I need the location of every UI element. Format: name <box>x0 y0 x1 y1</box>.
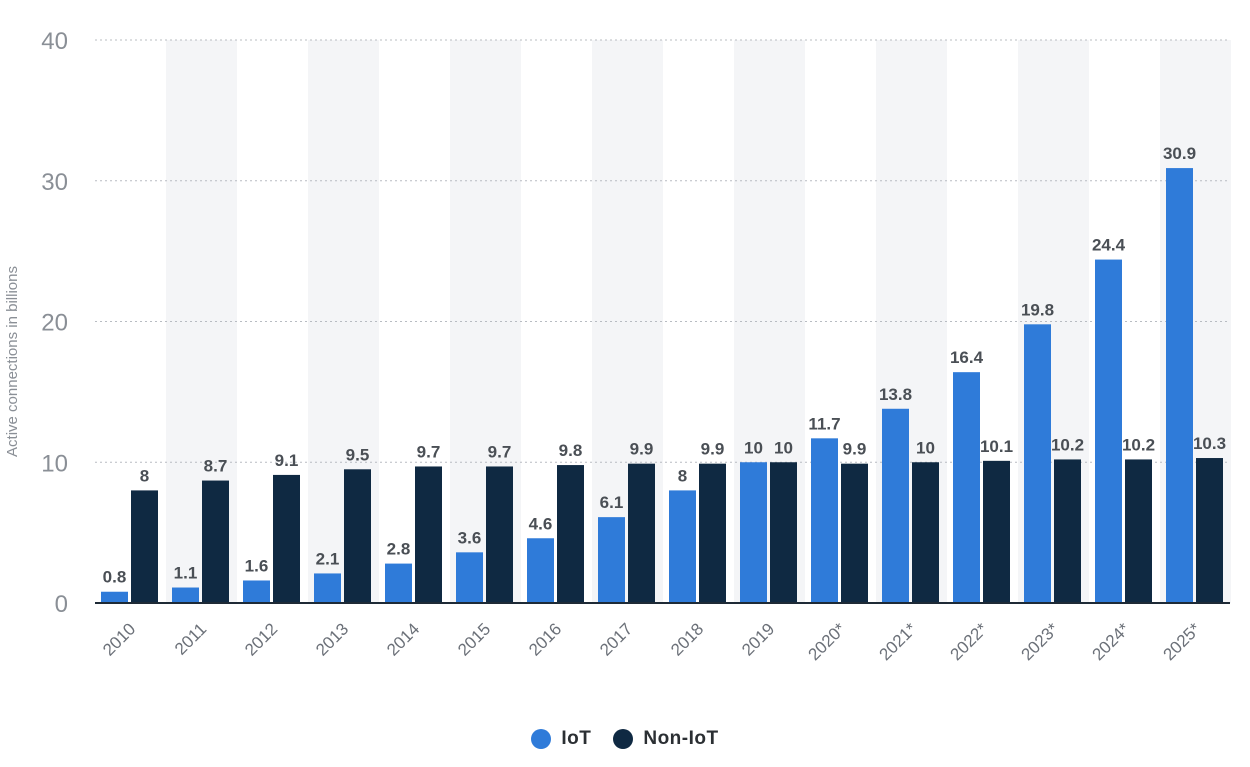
legend-item-iot[interactable]: IoT <box>531 728 591 750</box>
data-label-non-iot: 10 <box>916 438 935 457</box>
legend: IoT Non-IoT <box>0 728 1250 750</box>
data-label-non-iot: 9.5 <box>346 445 370 464</box>
data-label-non-iot: 9.9 <box>843 440 867 459</box>
data-label-non-iot: 9.9 <box>630 440 654 459</box>
bar-non-iot[interactable] <box>202 480 229 603</box>
y-axis-title: Active connections in billions <box>4 266 21 457</box>
bar-iot[interactable] <box>101 591 128 603</box>
data-label-non-iot: 10.2 <box>1051 435 1084 454</box>
bar-non-iot[interactable] <box>699 463 726 603</box>
data-label-non-iot: 10.1 <box>980 437 1013 456</box>
bar-non-iot[interactable] <box>415 466 442 603</box>
data-label-non-iot: 9.1 <box>275 451 299 470</box>
bar-iot[interactable] <box>811 438 838 603</box>
data-label-iot: 11.7 <box>808 414 840 433</box>
data-label-non-iot: 9.8 <box>559 441 583 460</box>
x-tick-label: 2018 <box>667 619 707 659</box>
bar-iot[interactable] <box>456 552 483 603</box>
bar-iot[interactable] <box>598 517 625 603</box>
data-label-non-iot: 9.7 <box>417 442 441 461</box>
data-label-iot: 30.9 <box>1163 144 1196 163</box>
bar-non-iot[interactable] <box>1196 458 1223 603</box>
y-axis-ticks: 0 10 20 30 40 <box>41 28 68 618</box>
data-label-non-iot: 9.9 <box>701 440 725 459</box>
legend-label-non-iot: Non-IoT <box>643 728 719 749</box>
bar-iot[interactable] <box>172 587 199 603</box>
bar-non-iot[interactable] <box>628 463 655 603</box>
bars <box>101 168 1223 603</box>
data-label-iot: 10 <box>744 438 763 457</box>
bar-non-iot[interactable] <box>770 462 797 603</box>
bar-non-iot[interactable] <box>983 460 1010 603</box>
bar-non-iot[interactable] <box>912 462 939 603</box>
bar-non-iot[interactable] <box>344 469 371 603</box>
bar-iot[interactable] <box>740 462 767 603</box>
x-axis-ticks: 2010 2011 2012 2013 2014 2015 2016 2017 2018 2019… <box>99 619 1204 664</box>
data-label-non-iot: 10.2 <box>1122 435 1155 454</box>
x-tick-label: 2012 <box>241 619 281 659</box>
data-label-non-iot: 10.3 <box>1193 434 1226 453</box>
y-tick-label: 10 <box>41 450 68 477</box>
bar-iot[interactable] <box>1095 259 1122 603</box>
x-tick-label: 2017 <box>596 619 636 659</box>
bar-iot[interactable] <box>1166 168 1193 603</box>
bar-iot[interactable] <box>882 408 909 603</box>
x-tick-label: 2013 <box>312 619 352 659</box>
data-label-non-iot: 8.7 <box>204 457 228 476</box>
x-tick-label: 2025* <box>1159 619 1204 664</box>
x-tick-label: 2016 <box>525 619 565 659</box>
bar-non-iot[interactable] <box>131 490 158 603</box>
x-tick-label: 2015 <box>454 619 494 659</box>
data-label-non-iot: 9.7 <box>488 442 512 461</box>
data-label-non-iot: 8 <box>140 466 149 485</box>
data-label-non-iot: 10 <box>774 438 793 457</box>
x-tick-label: 2022* <box>946 619 991 664</box>
data-label-iot: 0.8 <box>103 568 127 587</box>
x-tick-label: 2011 <box>171 619 210 658</box>
y-tick-label: 40 <box>41 28 68 55</box>
data-label-iot: 6.1 <box>600 493 624 512</box>
bar-iot[interactable] <box>1024 324 1051 603</box>
data-label-iot: 4.6 <box>529 514 553 533</box>
x-tick-label: 2014 <box>383 619 423 659</box>
x-tick-label: 2020* <box>804 619 849 664</box>
data-label-iot: 19.8 <box>1021 300 1054 319</box>
bar-iot[interactable] <box>527 538 554 603</box>
bar-iot[interactable] <box>385 563 412 603</box>
data-label-iot: 3.6 <box>458 528 482 547</box>
x-tick-label: 2024* <box>1088 619 1133 664</box>
legend-swatch-iot <box>531 729 552 749</box>
bar-non-iot[interactable] <box>841 463 868 603</box>
bar-iot[interactable] <box>243 580 270 603</box>
bar-iot[interactable] <box>669 490 696 603</box>
data-label-iot: 13.8 <box>879 385 912 404</box>
y-tick-label: 0 <box>55 591 68 618</box>
data-label-iot: 2.8 <box>387 540 411 559</box>
x-tick-label: 2010 <box>99 619 139 659</box>
bar-iot[interactable] <box>314 573 341 603</box>
data-labels: 0.8 8 1.1 8.7 1.6 9.1 2.1 9.5 2.8 9.7 3.6 9.7 4.6 9.8… <box>103 144 1226 587</box>
bar-non-iot[interactable] <box>557 465 584 603</box>
legend-item-non-iot[interactable]: Non-IoT <box>613 728 718 750</box>
legend-swatch-non-iot <box>613 729 634 749</box>
data-label-iot: 2.1 <box>316 549 340 568</box>
bar-non-iot[interactable] <box>486 466 513 603</box>
data-label-iot: 1.1 <box>174 564 198 583</box>
y-tick-label: 30 <box>41 169 68 196</box>
data-label-iot: 16.4 <box>950 348 984 367</box>
data-label-iot: 24.4 <box>1092 236 1126 255</box>
x-tick-label: 2019 <box>738 619 778 659</box>
bar-iot[interactable] <box>953 372 980 603</box>
x-tick-label: 2023* <box>1017 619 1062 664</box>
y-tick-label: 20 <box>41 310 68 337</box>
bar-non-iot[interactable] <box>1054 459 1081 603</box>
legend-label-iot: IoT <box>561 728 592 749</box>
x-tick-label: 2021* <box>875 619 920 664</box>
data-label-iot: 8 <box>678 466 687 485</box>
bar-chart: 0 10 20 30 40 0.8 8 1.1 8.7 1.6 9.1 2.1 9.5 2.8 9.7 3.… <box>4 28 1231 664</box>
bar-non-iot[interactable] <box>1125 459 1152 603</box>
data-label-iot: 1.6 <box>245 556 269 575</box>
bar-non-iot[interactable] <box>273 474 300 603</box>
